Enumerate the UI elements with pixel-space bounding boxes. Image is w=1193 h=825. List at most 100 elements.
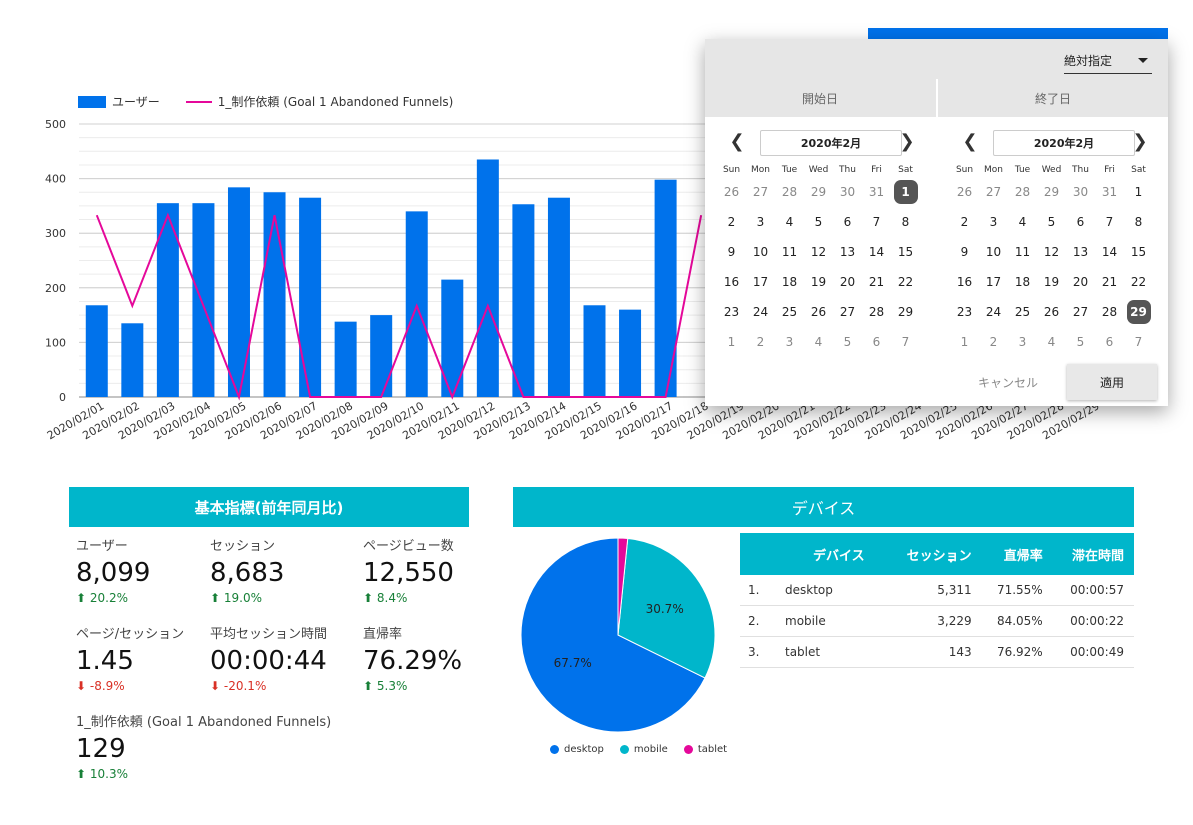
day-cell[interactable]: 4 [785,215,794,229]
date-mode-dropdown[interactable]: 絶対指定 [1064,47,1152,74]
tab-start-date[interactable]: 開始日 [801,91,838,106]
day-cell[interactable]: 26 [1043,305,1060,319]
day-cell[interactable]: 28 [781,185,798,199]
day-cell[interactable]: 5 [814,215,823,229]
day-cell[interactable]: 4 [1047,335,1056,349]
header-duration[interactable]: 滞在時間 [1052,533,1134,575]
day-cell[interactable]: 15 [897,245,914,259]
day-cell[interactable]: 7 [901,335,910,349]
day-cell[interactable]: 16 [723,275,740,289]
day-cell[interactable]: 4 [1018,215,1027,229]
selected-day[interactable]: 29 [1124,297,1153,327]
start-month-select[interactable]: 2020年2月 [760,130,902,156]
day-cell[interactable]: 9 [727,245,736,259]
day-cell[interactable]: 18 [1014,275,1031,289]
day-cell[interactable]: 28 [868,305,885,319]
day-cell[interactable]: 15 [1130,245,1147,259]
day-cell[interactable]: 5 [843,335,852,349]
next-month-icon[interactable]: ❯ [899,131,915,152]
day-cell[interactable]: 7 [1105,215,1114,229]
day-cell[interactable]: 1 [1134,185,1143,199]
day-cell[interactable]: 12 [810,245,827,259]
day-cell[interactable]: 26 [810,305,827,319]
day-cell[interactable]: 13 [1072,245,1089,259]
day-cell[interactable]: 19 [1043,275,1060,289]
day-cell[interactable]: 2 [960,215,969,229]
day-cell[interactable]: 19 [810,275,827,289]
prev-month-icon[interactable]: ❮ [729,131,745,152]
day-cell[interactable]: 17 [985,275,1002,289]
day-cell[interactable]: 22 [897,275,914,289]
prev-month-icon[interactable]: ❮ [962,131,978,152]
tab-end-date[interactable]: 終了日 [1034,91,1071,106]
header-sessions[interactable]: セッション [886,533,982,575]
day-cell[interactable]: 24 [752,305,769,319]
header-device[interactable]: デバイス [783,533,887,575]
day-cell[interactable]: 27 [752,185,769,199]
day-cell[interactable]: 18 [781,275,798,289]
day-cell[interactable]: 12 [1043,245,1060,259]
day-cell[interactable]: 3 [1018,335,1027,349]
day-cell[interactable]: 10 [985,245,1002,259]
day-cell[interactable]: 14 [1101,245,1118,259]
day-cell[interactable]: 31 [1101,185,1118,199]
day-cell[interactable]: 26 [723,185,740,199]
day-cell[interactable]: 29 [810,185,827,199]
day-cell[interactable]: 29 [1043,185,1060,199]
day-cell[interactable]: 17 [752,275,769,289]
day-cell[interactable]: 13 [839,245,856,259]
day-cell[interactable]: 23 [956,305,973,319]
day-cell[interactable]: 11 [1014,245,1031,259]
day-cell[interactable]: 28 [1014,185,1031,199]
day-cell[interactable]: 28 [1101,305,1118,319]
header-bounce[interactable]: 直帰率 [981,533,1053,575]
day-cell[interactable]: 26 [956,185,973,199]
day-cell[interactable]: 3 [989,215,998,229]
date-range-control-strip[interactable] [868,28,1168,40]
day-cell[interactable]: 1 [960,335,969,349]
day-cell[interactable]: 23 [723,305,740,319]
day-cell[interactable]: 8 [1134,215,1143,229]
day-cell[interactable]: 29 [897,305,914,319]
day-cell[interactable]: 16 [956,275,973,289]
day-cell[interactable]: 27 [839,305,856,319]
day-cell[interactable]: 8 [901,215,910,229]
day-cell[interactable]: 7 [872,215,881,229]
day-cell[interactable]: 2 [727,215,736,229]
day-cell[interactable]: 4 [814,335,823,349]
day-cell[interactable]: 6 [872,335,881,349]
day-cell[interactable]: 25 [781,305,798,319]
day-cell[interactable]: 6 [1076,215,1085,229]
day-cell[interactable]: 2 [989,335,998,349]
day-cell[interactable]: 27 [1072,305,1089,319]
day-cell[interactable]: 2 [756,335,765,349]
day-cell[interactable]: 6 [1105,335,1114,349]
day-cell[interactable]: 11 [781,245,798,259]
end-month-select[interactable]: 2020年2月 [993,130,1135,156]
day-cell[interactable]: 20 [1072,275,1089,289]
day-cell[interactable]: 25 [1014,305,1031,319]
day-cell[interactable]: 6 [843,215,852,229]
next-month-icon[interactable]: ❯ [1132,131,1148,152]
day-cell[interactable]: 3 [785,335,794,349]
day-cell[interactable]: 21 [1101,275,1118,289]
day-cell[interactable]: 20 [839,275,856,289]
cancel-button[interactable]: キャンセル [977,375,1038,390]
day-cell[interactable]: 30 [1072,185,1089,199]
day-cell[interactable]: 5 [1047,215,1056,229]
day-cell[interactable]: 27 [985,185,1002,199]
day-cell[interactable]: 7 [1134,335,1143,349]
day-cell[interactable]: 31 [868,185,885,199]
day-cell[interactable]: 21 [868,275,885,289]
day-cell[interactable]: 3 [756,215,765,229]
apply-button[interactable]: 適用 [1067,364,1157,400]
day-cell[interactable]: 30 [839,185,856,199]
day-cell[interactable]: 10 [752,245,769,259]
day-cell[interactable]: 9 [960,245,969,259]
day-cell[interactable]: 24 [985,305,1002,319]
day-cell[interactable]: 14 [868,245,885,259]
day-cell[interactable]: 1 [727,335,736,349]
day-cell[interactable]: 5 [1076,335,1085,349]
selected-day[interactable]: 1 [891,177,920,207]
day-cell[interactable]: 22 [1130,275,1147,289]
